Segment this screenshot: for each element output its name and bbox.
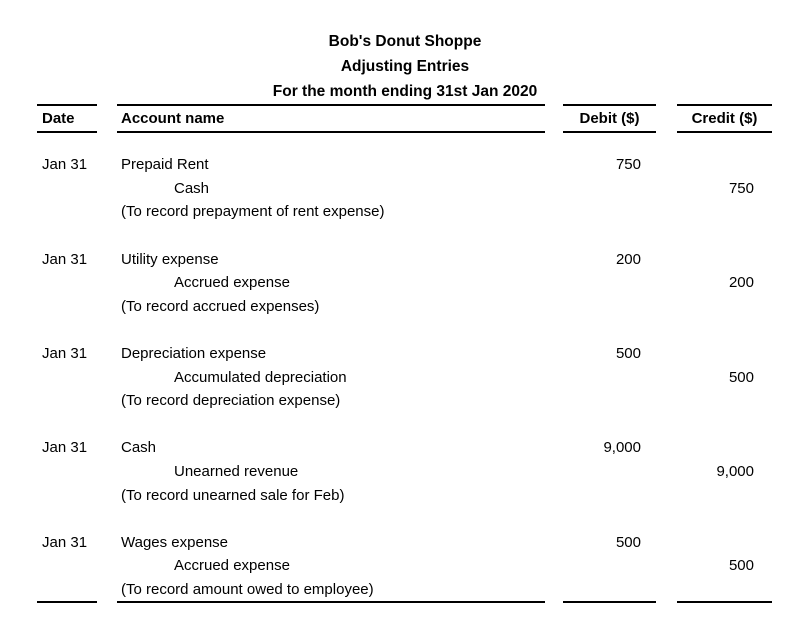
entry-spacer <box>0 413 810 437</box>
narration-line: (To record amount owed to employee) <box>37 578 810 602</box>
credit-line: Accrued expense 500 <box>37 554 810 578</box>
journal-entry: Jan 31 Prepaid Rent 750 Cash 750 (To rec… <box>0 153 810 247</box>
rule-segment-debit <box>563 601 656 604</box>
journal-entries: Jan 31 Prepaid Rent 750 Cash 750 (To rec… <box>0 153 810 601</box>
credit-amount: 500 <box>728 557 754 575</box>
credit-line: Accumulated depreciation 500 <box>37 365 810 389</box>
entry-spacer <box>0 224 810 248</box>
rule-segment-account <box>117 104 545 106</box>
debit-amount: 500 <box>615 533 641 551</box>
debit-line: Jan 31 Utility expense 200 <box>37 247 810 271</box>
journal-entry: Jan 31 Utility expense 200 Accrued expen… <box>0 247 810 341</box>
entry-date: Jan 31 <box>42 250 88 268</box>
credit-account-name: Accrued expense <box>174 274 290 292</box>
column-header-date: Date <box>42 110 75 127</box>
rule-segment-credit <box>677 601 772 604</box>
entry-narration: (To record unearned sale for Feb) <box>121 486 345 504</box>
debit-account-name: Utility expense <box>121 250 219 268</box>
credit-account-name: Unearned revenue <box>174 463 299 481</box>
credit-line: Cash 750 <box>37 177 810 201</box>
rule-segment-date <box>37 104 97 106</box>
credit-amount: 500 <box>728 368 754 386</box>
debit-amount: 500 <box>615 345 641 363</box>
debit-line: Jan 31 Wages expense 500 <box>37 531 810 555</box>
narration-line: (To record prepayment of rent expense) <box>37 200 810 224</box>
table-top-rule <box>37 104 810 106</box>
entry-date: Jan 31 <box>42 439 88 457</box>
credit-amount: 200 <box>728 274 754 292</box>
rule-segment-account <box>117 601 545 604</box>
journal-entry: Jan 31 Depreciation expense 500 Accumula… <box>0 342 810 436</box>
credit-amount: 9,000 <box>716 463 754 481</box>
column-header-debit: Debit ($) <box>579 110 640 127</box>
period-line: For the month ending 31st Jan 2020 <box>272 83 538 100</box>
debit-account-name: Wages expense <box>121 533 229 551</box>
debit-account-name: Cash <box>121 439 157 457</box>
document-header: Bob's Donut Shoppe Adjusting Entries For… <box>0 0 810 104</box>
debit-line: Jan 31 Cash 9,000 <box>37 436 810 460</box>
journal-entry: Jan 31 Wages expense 500 Accrued expense… <box>0 531 810 602</box>
narration-line: (To record depreciation expense) <box>37 389 810 413</box>
company-name: Bob's Donut Shoppe <box>328 33 482 50</box>
statement-title: Adjusting Entries <box>340 58 470 75</box>
credit-account-name: Accrued expense <box>174 557 290 575</box>
debit-line: Jan 31 Prepaid Rent 750 <box>37 153 810 177</box>
rule-segment-debit <box>563 104 656 106</box>
rule-segment-debit <box>563 131 656 133</box>
journal-entry: Jan 31 Cash 9,000 Unearned revenue 9,000… <box>0 436 810 530</box>
rule-segment-credit <box>677 104 772 106</box>
entry-spacer <box>0 507 810 531</box>
debit-amount: 200 <box>615 250 641 268</box>
entry-narration: (To record amount owed to employee) <box>121 580 374 598</box>
entry-spacer <box>0 318 810 342</box>
rule-segment-credit <box>677 131 772 133</box>
narration-line: (To record unearned sale for Feb) <box>37 483 810 507</box>
credit-account-name: Cash <box>174 179 210 197</box>
entry-date: Jan 31 <box>42 156 88 174</box>
credit-amount: 750 <box>728 179 754 197</box>
table-bottom-rule <box>37 601 810 604</box>
debit-account-name: Prepaid Rent <box>121 156 209 174</box>
entry-narration: (To record depreciation expense) <box>121 392 341 410</box>
column-header-credit: Credit ($) <box>691 110 758 127</box>
entry-narration: (To record accrued expenses) <box>121 297 320 315</box>
table-header-row: Date Account name Debit ($) Credit ($) <box>37 106 810 131</box>
rule-segment-date <box>37 131 97 133</box>
header-bottom-rule <box>37 131 810 133</box>
debit-line: Jan 31 Depreciation expense 500 <box>37 342 810 366</box>
narration-line: (To record accrued expenses) <box>37 295 810 319</box>
rule-segment-date <box>37 601 97 604</box>
entry-date: Jan 31 <box>42 345 88 363</box>
column-header-account: Account name <box>121 110 225 127</box>
debit-account-name: Depreciation expense <box>121 345 267 363</box>
credit-line: Unearned revenue 9,000 <box>37 460 810 484</box>
entry-date: Jan 31 <box>42 533 88 551</box>
debit-amount: 750 <box>615 156 641 174</box>
rule-segment-account <box>117 131 545 133</box>
credit-line: Accrued expense 200 <box>37 271 810 295</box>
entry-narration: (To record prepayment of rent expense) <box>121 203 385 221</box>
debit-amount: 9,000 <box>603 439 641 457</box>
credit-account-name: Accumulated depreciation <box>174 368 347 386</box>
